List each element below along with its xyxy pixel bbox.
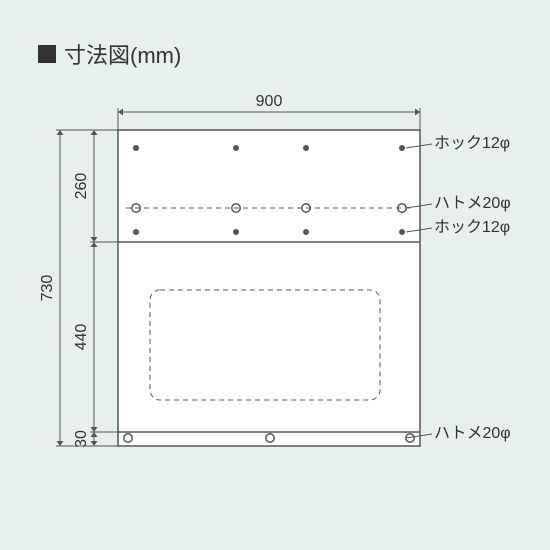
dim-left-label: 260 [73, 173, 90, 200]
hock-icon [133, 229, 139, 235]
callout-label: ハトメ20φ [434, 425, 511, 442]
hock-icon [399, 145, 405, 151]
hock-icon [233, 145, 239, 151]
dim-left-label: 30 [73, 430, 90, 448]
hock-icon [399, 229, 405, 235]
callout-label: ハトメ20φ [434, 195, 511, 212]
hock-icon [303, 145, 309, 151]
dimension-diagram: 900 260 440 30 730 ホック12φ ハトメ20φ ホック12φ ハトメ20φ [0, 0, 550, 550]
hock-icon [233, 229, 239, 235]
dim-left-label: 440 [73, 324, 90, 351]
hock-icon [133, 145, 139, 151]
dim-total-label: 730 [39, 275, 56, 302]
callout-label: ホック12φ [434, 218, 510, 236]
dim-top-label: 900 [256, 93, 283, 110]
hock-icon [303, 229, 309, 235]
callout-label: ホック12φ [434, 134, 510, 152]
